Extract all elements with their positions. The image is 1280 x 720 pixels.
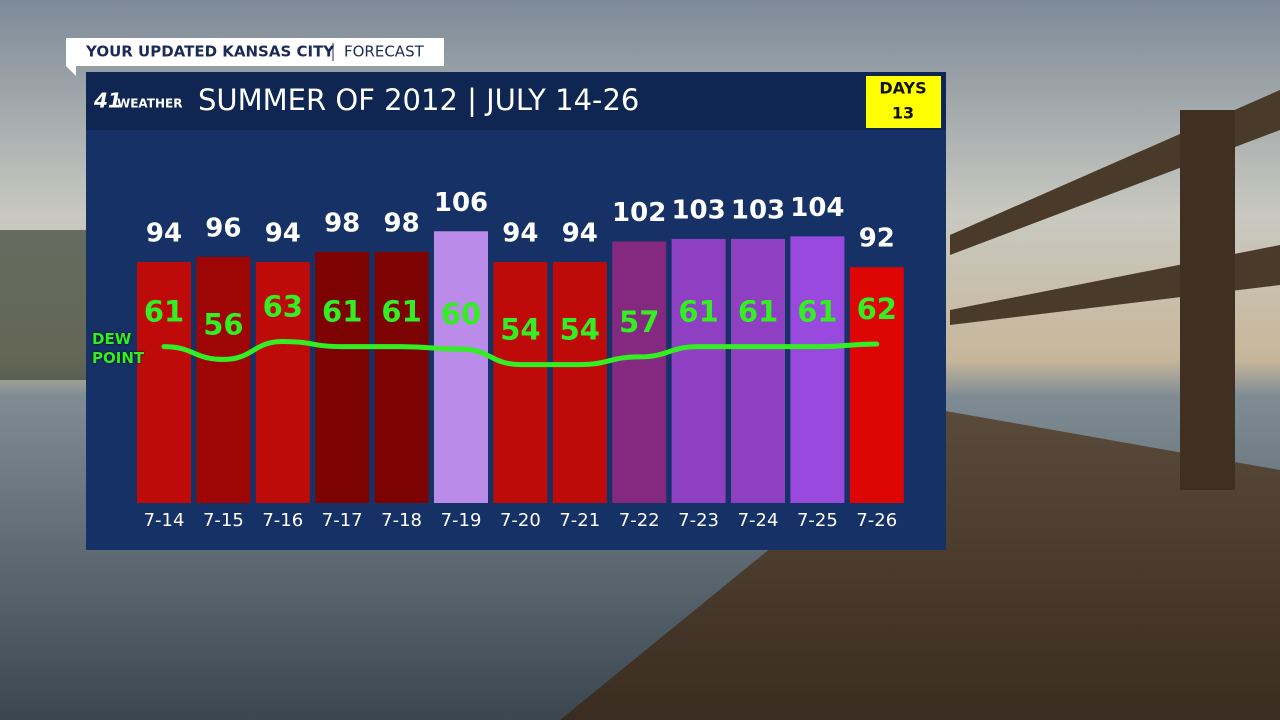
bar: [374, 251, 429, 503]
value-label: 106: [434, 188, 488, 218]
value-label: 96: [205, 213, 241, 243]
bar: [137, 262, 191, 503]
dew-point-label: 63: [263, 289, 303, 323]
value-label: 104: [790, 193, 844, 223]
trees: [0, 230, 90, 380]
x-tick-label: 7-18: [381, 510, 422, 531]
value-label: 94: [562, 219, 598, 249]
x-tick-label: 7-22: [619, 510, 660, 531]
dew-point-label: 57: [619, 305, 659, 339]
post: [1180, 110, 1235, 490]
x-tick-label: 7-16: [262, 510, 303, 531]
bar: [731, 238, 785, 504]
dock: [560, 410, 1280, 720]
banner-tail: [66, 66, 76, 76]
bar: [196, 256, 251, 503]
value-label: 94: [146, 219, 182, 249]
value-label: 102: [612, 198, 666, 228]
x-tick-label: 7-24: [738, 510, 779, 531]
x-tick-label: 7-14: [144, 510, 185, 531]
value-label: 98: [324, 208, 360, 238]
banner-title: YOUR UPDATED KANSAS CITY: [85, 43, 335, 61]
dew-point-label: 62: [857, 292, 897, 326]
chart-title: SUMMER OF 2012 | JULY 14-26: [198, 83, 639, 117]
bar: [612, 241, 667, 503]
panel-header: [86, 72, 946, 130]
banner-section: FORECAST: [344, 43, 425, 61]
value-label: 94: [502, 219, 538, 249]
dew-point-label: 61: [678, 295, 718, 329]
dew-point-label: 61: [381, 295, 421, 329]
x-tick-label: 7-23: [678, 510, 719, 531]
dew-point-label: 61: [322, 295, 362, 329]
value-label: 98: [384, 208, 420, 238]
bar: [552, 262, 607, 503]
dew-point-label: 54: [560, 313, 600, 347]
bar: [315, 251, 370, 503]
days-box: [866, 76, 941, 128]
logo-number: 41: [93, 89, 122, 113]
value-label: 92: [859, 224, 895, 254]
dew-point-label: 61: [797, 295, 837, 329]
x-tick-label: 7-21: [559, 510, 600, 531]
bar: [493, 262, 548, 503]
value-label: 103: [731, 195, 785, 225]
bar: [255, 262, 310, 503]
bar: [849, 267, 904, 503]
dew-point-label: 61: [144, 295, 184, 329]
days-label: DAYS: [879, 79, 926, 98]
x-tick-label: 7-19: [441, 510, 482, 531]
bar: [790, 236, 845, 503]
value-label: 103: [671, 195, 725, 225]
logo-word: WEATHER: [117, 97, 182, 111]
dew-point-label: 60: [441, 297, 481, 331]
value-label: 94: [265, 219, 301, 249]
x-tick-label: 7-26: [856, 510, 897, 531]
banner: [66, 38, 444, 66]
x-tick-label: 7-17: [322, 510, 363, 531]
dew-point-label: 56: [203, 307, 243, 341]
dew-point-label: 54: [500, 313, 540, 347]
series-label: DEW POINT: [92, 330, 145, 367]
x-tick-label: 7-20: [500, 510, 541, 531]
x-tick-label: 7-25: [797, 510, 838, 531]
bar: [671, 238, 726, 504]
bar: [434, 231, 488, 503]
x-tick-label: 7-15: [203, 510, 244, 531]
days-value: 13: [892, 104, 914, 123]
dew-point-label: 61: [738, 295, 778, 329]
dew-point-line: [161, 338, 880, 368]
